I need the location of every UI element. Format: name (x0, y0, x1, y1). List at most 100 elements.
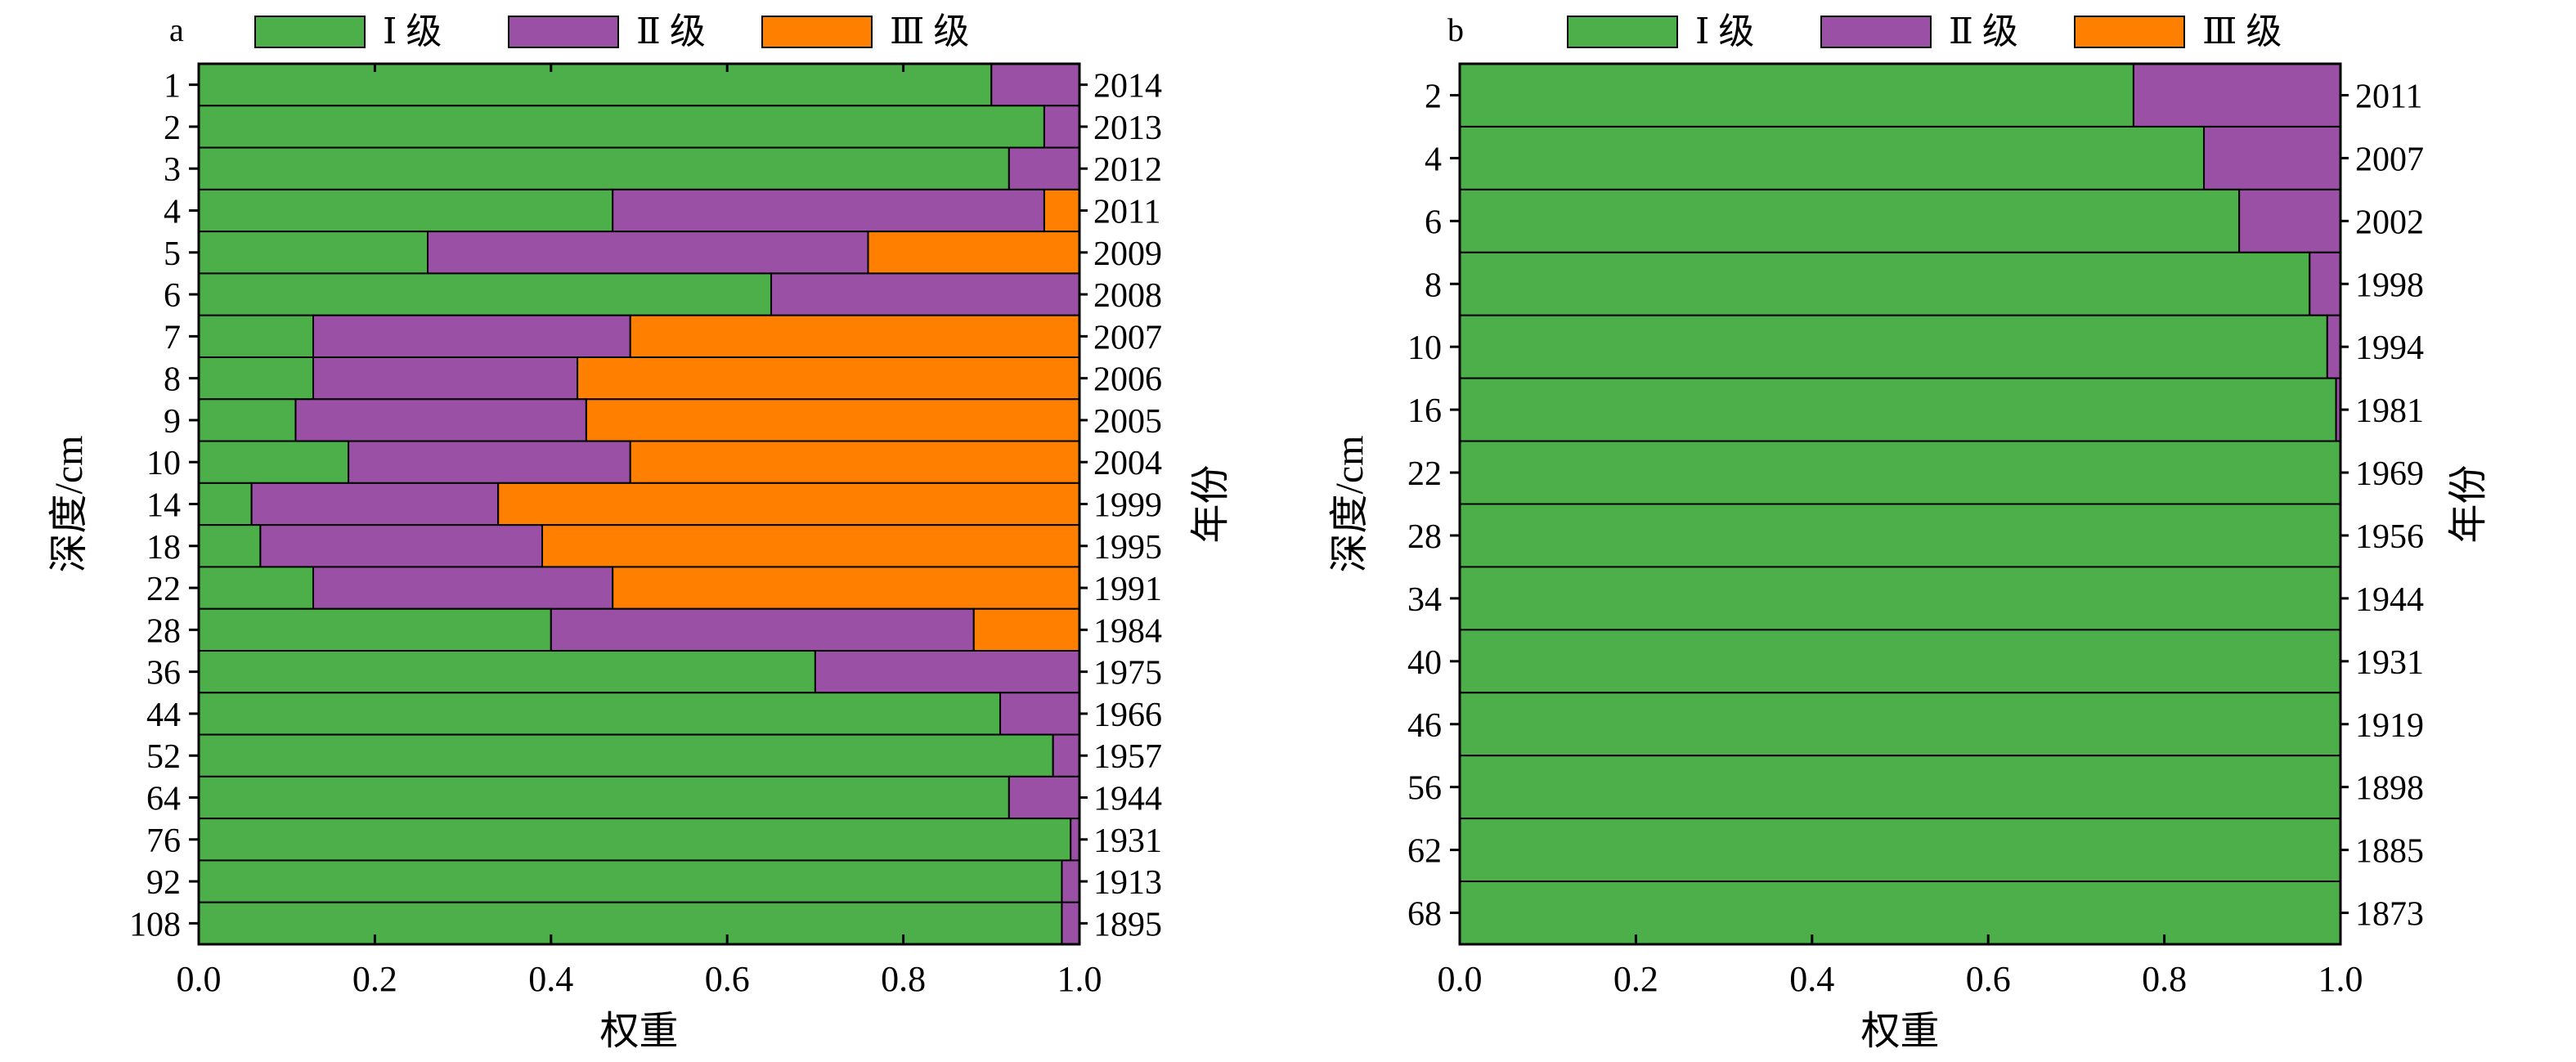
y-tick-label: 4 (164, 194, 181, 231)
y-tick-label: 64 (146, 781, 181, 818)
bar-segment-52-grade2 (1052, 733, 1080, 777)
bar-segment-7-grade1 (198, 314, 315, 359)
y-tick-label: 9 (164, 403, 181, 441)
year-label: 2013 (1093, 110, 1162, 147)
x-tick-label: 0.6 (705, 959, 750, 999)
bar-segment-10-grade2 (348, 440, 631, 484)
legend-swatch-3 (2074, 16, 2185, 48)
year-label: 2007 (1093, 319, 1162, 356)
bar-segment-92-grade2 (1061, 859, 1080, 903)
y-tick-label: 8 (1425, 267, 1442, 304)
year-label: 1885 (2355, 833, 2424, 871)
bar-segment-10-grade1 (198, 440, 350, 484)
bar-segment-4-grade2 (612, 188, 1045, 233)
y-tick-label: 76 (146, 822, 181, 860)
bar-segment-5-grade2 (427, 231, 869, 275)
y2-axis-title: 年份 (1189, 464, 1232, 543)
y-tick-label: 5 (164, 235, 181, 273)
year-label: 1913 (1093, 864, 1162, 902)
y-tick-label: 7 (164, 319, 181, 356)
bar-segment-10-grade2 (2326, 314, 2341, 379)
year-label: 1995 (1093, 529, 1162, 567)
year-label: 1969 (2355, 455, 2424, 493)
x-tick-label: 0.8 (2142, 959, 2187, 999)
bar-segment-64-grade2 (1008, 775, 1080, 820)
legend-swatch-3 (761, 16, 873, 48)
y-tick-label: 4 (1425, 141, 1442, 178)
legend-swatch-1 (254, 16, 366, 48)
x-tick-label: 1.0 (2318, 959, 2363, 999)
year-label: 1919 (2355, 707, 2424, 745)
y-tick-label: 36 (146, 655, 181, 692)
bar-segment-9-grade3 (585, 398, 1080, 442)
bar-segment-8-grade1 (1459, 251, 2311, 316)
bar-segment-64-grade1 (198, 775, 1010, 820)
year-label: 1975 (1093, 655, 1162, 692)
year-label: 1984 (1093, 612, 1162, 650)
panel-b: b Ⅰ 级 Ⅱ 级 Ⅲ 级 2 2011 4 2007 6 2002 8 1998 10 1994 16 19… (1328, 11, 2490, 1053)
year-label: 2007 (2355, 141, 2424, 178)
legend-label-3: Ⅲ 级 (2202, 11, 2282, 52)
y-tick-label: 56 (1407, 770, 1442, 808)
year-label: 1957 (1093, 738, 1162, 776)
y-tick-label: 22 (146, 571, 181, 608)
legend-swatch-1 (1567, 16, 1678, 48)
bar-segment-108-grade2 (1061, 901, 1080, 945)
y-tick-label: 2 (1425, 78, 1442, 115)
year-label: 1873 (2355, 896, 2424, 934)
bar-segment-10-grade3 (629, 440, 1080, 484)
bar-segment-76-grade2 (1070, 818, 1080, 862)
bar-segment-22-grade1 (198, 566, 315, 610)
bar-segment-10-grade1 (1459, 314, 2328, 379)
bar-segment-14-grade3 (497, 482, 1080, 527)
year-label: 2009 (1093, 235, 1162, 273)
y-tick-label: 68 (1407, 896, 1442, 934)
y-tick-label: 34 (1407, 581, 1442, 619)
year-label: 2006 (1093, 361, 1162, 399)
year-label: 2004 (1093, 445, 1162, 482)
x-tick-label: 0.0 (177, 959, 222, 999)
year-label: 1931 (1093, 822, 1162, 860)
bar-segment-6-grade1 (198, 272, 773, 316)
year-label: 2002 (2355, 204, 2424, 241)
y-tick-label: 28 (146, 612, 181, 650)
y-tick-label: 16 (1407, 392, 1442, 430)
bar-segment-108-grade1 (198, 901, 1063, 945)
bar-segment-2-grade2 (2132, 63, 2342, 128)
y2-axis-title: 年份 (2447, 464, 2490, 543)
y-tick-label: 44 (146, 697, 181, 734)
x-axis-title: 权重 (599, 1010, 678, 1053)
bar-segment-6-grade2 (2238, 188, 2342, 253)
bar-segment-9-grade2 (294, 398, 587, 442)
bar-segment-76-grade1 (198, 818, 1072, 862)
panel-label: a (169, 11, 184, 48)
bar-segment-18-grade1 (198, 524, 262, 568)
y-axis-title: 深度/cm (47, 436, 91, 573)
y-tick-label: 3 (164, 151, 181, 189)
legend-label-2: Ⅱ 级 (1949, 11, 2018, 52)
y-tick-label: 22 (1407, 455, 1442, 493)
y-tick-label: 6 (164, 277, 181, 315)
y-tick-label: 14 (146, 487, 181, 525)
y-tick-label: 52 (146, 738, 181, 776)
bar-segment-28-grade2 (550, 607, 975, 652)
bar-segment-4-grade1 (1459, 125, 2206, 190)
legend-label-1: Ⅰ 级 (383, 11, 442, 52)
legend-label-3: Ⅲ 级 (890, 11, 969, 52)
bar-segment-36-grade2 (814, 650, 1081, 694)
bar-segment-6-grade1 (1459, 188, 2241, 253)
bar-segment-16-grade1 (1459, 377, 2337, 442)
plot-frame (1458, 62, 2342, 946)
year-label: 2008 (1093, 277, 1162, 315)
x-tick-label: 0.2 (352, 959, 397, 999)
y-tick-label: 108 (129, 906, 181, 943)
y-tick-label: 8 (164, 361, 181, 399)
y-tick-label: 18 (146, 529, 181, 567)
year-label: 1956 (2355, 518, 2424, 556)
bar-segment-8-grade1 (198, 356, 315, 401)
year-label: 1931 (2355, 644, 2424, 682)
legend-swatch-2 (508, 16, 619, 48)
bar-segment-28-grade3 (972, 607, 1081, 652)
y-tick-label: 6 (1425, 204, 1442, 241)
bar-segment-1-grade2 (990, 63, 1081, 107)
